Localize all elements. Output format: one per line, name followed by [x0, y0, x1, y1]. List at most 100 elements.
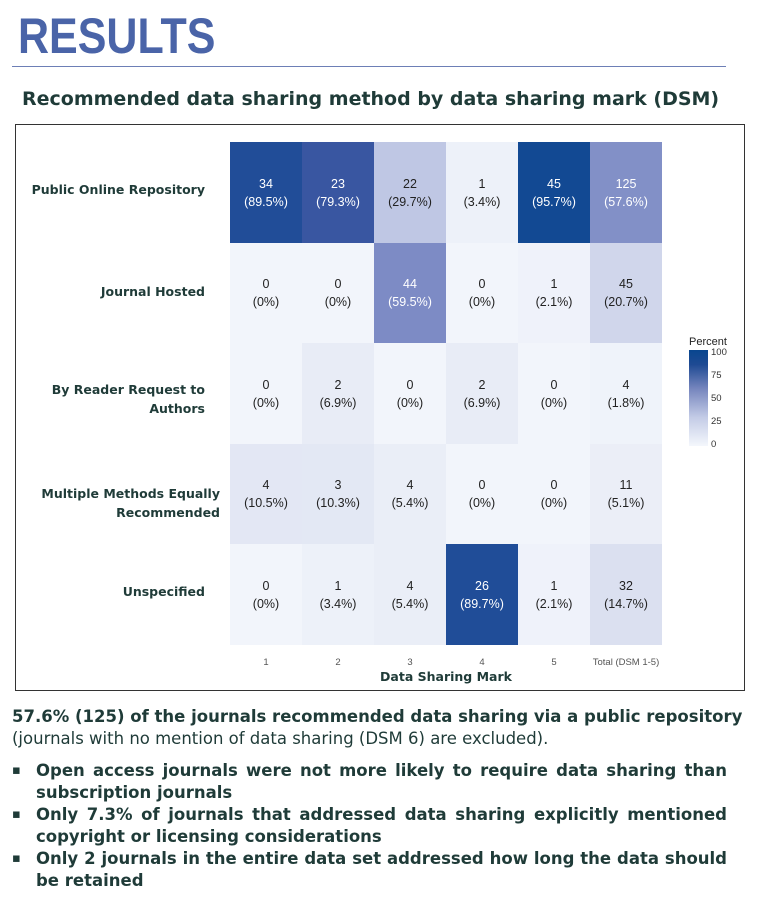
cell-percent: (0%)	[252, 295, 280, 309]
heatmap-cell: 26 (89.7%)	[446, 544, 518, 645]
cell-percent: (0%)	[540, 395, 568, 410]
cell-count: 4	[622, 377, 630, 392]
list-item: ▪ Only 7.3% of journals that addressed da…	[12, 805, 727, 846]
cell-label: 22 (29.7%)	[374, 142, 446, 243]
x-tick-total: Total (DSM 1-5)	[592, 657, 660, 668]
cell-percent: (0%)	[252, 596, 280, 611]
cell-count: 3	[334, 478, 342, 492]
heatmap-cell: 34 (89.5%)	[230, 142, 302, 243]
heatmap-cell: 4 (5.4%)	[374, 443, 446, 545]
legend-title: Percent	[689, 336, 727, 348]
cell-label: 2 (6.9%)	[446, 343, 518, 444]
heatmap-cell: 11 (5.1%)	[590, 443, 662, 545]
x-axis-label: Data Sharing Mark	[380, 669, 512, 684]
legend-tick-100: 100	[711, 347, 727, 358]
cell-percent: (2.1%)	[535, 596, 573, 611]
heatmap-cell: 0 (0%)	[518, 443, 590, 545]
cell-label: 45 (20.7%)	[590, 243, 662, 344]
cell-label: 0 (0%)	[230, 343, 302, 444]
row-label-multiple-methods: Multiple Methods Equally Recommended	[41, 486, 220, 520]
cell-label: 4 (5.4%)	[374, 544, 446, 645]
cell-label: 45 (95.7%)	[518, 142, 590, 243]
cell-percent: (10.5%)	[244, 496, 288, 510]
cell-percent: (0%)	[252, 395, 280, 410]
cell-label: 125 (57.6%)	[590, 142, 662, 243]
summary-lead: 57.6% (125) of the journals recommended …	[12, 706, 752, 750]
cell-percent: (0%)	[324, 295, 352, 309]
heatmap-cell: 0 (0%)	[446, 242, 518, 344]
x-tick-1: 1	[263, 657, 269, 668]
cell-percent: (89.7%)	[460, 596, 504, 611]
cell-label: 1 (2.1%)	[518, 544, 590, 645]
bullet-icon: ▪	[12, 763, 21, 778]
findings-list: ▪ Open access journals were not more like…	[12, 760, 727, 892]
chart-subtitle: Recommended data sharing method by data …	[22, 88, 720, 110]
cell-count: 4	[406, 478, 414, 492]
cell-percent: (0%)	[540, 496, 568, 510]
cell-count: 0	[550, 377, 558, 392]
cell-count: 4	[406, 578, 414, 593]
cell-label: 4 (5.4%)	[374, 444, 446, 545]
cell-count: 45	[547, 176, 561, 191]
row-label-journal-hosted: Journal Hosted	[100, 284, 205, 299]
cell-count: 1	[550, 578, 558, 593]
cell-label: 1 (2.1%)	[518, 243, 590, 344]
cell-count: 0	[334, 277, 342, 291]
heatmap-cell: 3 (10.3%)	[302, 443, 374, 545]
cell-percent: (3.4%)	[463, 194, 501, 209]
legend-tick-75: 75	[711, 370, 722, 381]
cell-count: 2	[334, 377, 342, 392]
row-label-unspecified: Unspecified	[122, 584, 205, 599]
heatmap-cell: 125 (57.6%)	[590, 142, 662, 243]
cell-count: 23	[331, 176, 345, 191]
cell-count: 0	[262, 377, 270, 392]
cell-percent: (5.4%)	[391, 596, 429, 611]
heatmap-cell: 2 (6.9%)	[446, 343, 518, 444]
cell-label: 32 (14.7%)	[590, 544, 662, 645]
heatmap-cell: 1 (3.4%)	[302, 544, 374, 645]
heatmap-cell: 0 (0%)	[302, 242, 374, 344]
cell-count: 45	[619, 277, 633, 291]
heatmap-cell: 4 (10.5%)	[230, 443, 302, 545]
heatmap-cell: 32 (14.7%)	[590, 544, 662, 645]
cell-label: 4 (10.5%)	[230, 444, 302, 545]
cell-count: 0	[478, 478, 486, 492]
heatmap-cell: 44 (59.5%)	[374, 242, 446, 344]
cell-label: 3 (10.3%)	[302, 444, 374, 545]
cell-percent: (2.1%)	[535, 295, 573, 309]
cell-percent: (6.9%)	[319, 395, 357, 410]
heatmap-cell: 45 (95.7%)	[518, 142, 590, 243]
heatmap-cell: 23 (79.3%)	[302, 142, 374, 243]
heatmap-cell: 0 (0%)	[230, 343, 302, 444]
heatmap-cell: 2 (6.9%)	[302, 343, 374, 444]
x-tick-5: 5	[551, 657, 557, 668]
cell-percent: (79.3%)	[316, 194, 360, 209]
heatmap-cell: 22 (29.7%)	[374, 142, 446, 243]
heatmap-cell: 0 (0%)	[446, 443, 518, 545]
cell-percent: (14.7%)	[604, 596, 648, 611]
cell-label: 26 (89.7%)	[446, 544, 518, 645]
cell-percent: (6.9%)	[463, 395, 501, 410]
cell-percent: (1.8%)	[607, 395, 645, 410]
cell-label: 1 (3.4%)	[446, 142, 518, 243]
cell-percent: (57.6%)	[604, 194, 648, 209]
legend-tick-25: 25	[711, 416, 722, 427]
legend-color-bar	[689, 350, 708, 446]
cell-count: 0	[550, 478, 558, 492]
heatmap-cell: 1 (2.1%)	[518, 544, 590, 645]
cell-count: 22	[403, 176, 417, 191]
row-label-public-online-repository: Public Online Repository	[31, 182, 205, 197]
cell-label: 1 (3.4%)	[302, 544, 374, 645]
x-tick-2: 2	[335, 657, 341, 668]
page-heading: RESULTS	[18, 8, 216, 64]
heatmap-cell: 1 (3.4%)	[446, 142, 518, 243]
heatmap-cell: 45 (20.7%)	[590, 242, 662, 344]
cell-count: 32	[619, 578, 633, 593]
cell-percent: (29.7%)	[388, 194, 432, 209]
cell-count: 0	[478, 277, 486, 291]
cell-percent: (0%)	[396, 395, 424, 410]
cell-percent: (20.7%)	[604, 295, 648, 309]
cell-label: 0 (0%)	[230, 243, 302, 344]
heatmap-cell: 0 (0%)	[518, 343, 590, 444]
cell-label: 0 (0%)	[518, 444, 590, 545]
